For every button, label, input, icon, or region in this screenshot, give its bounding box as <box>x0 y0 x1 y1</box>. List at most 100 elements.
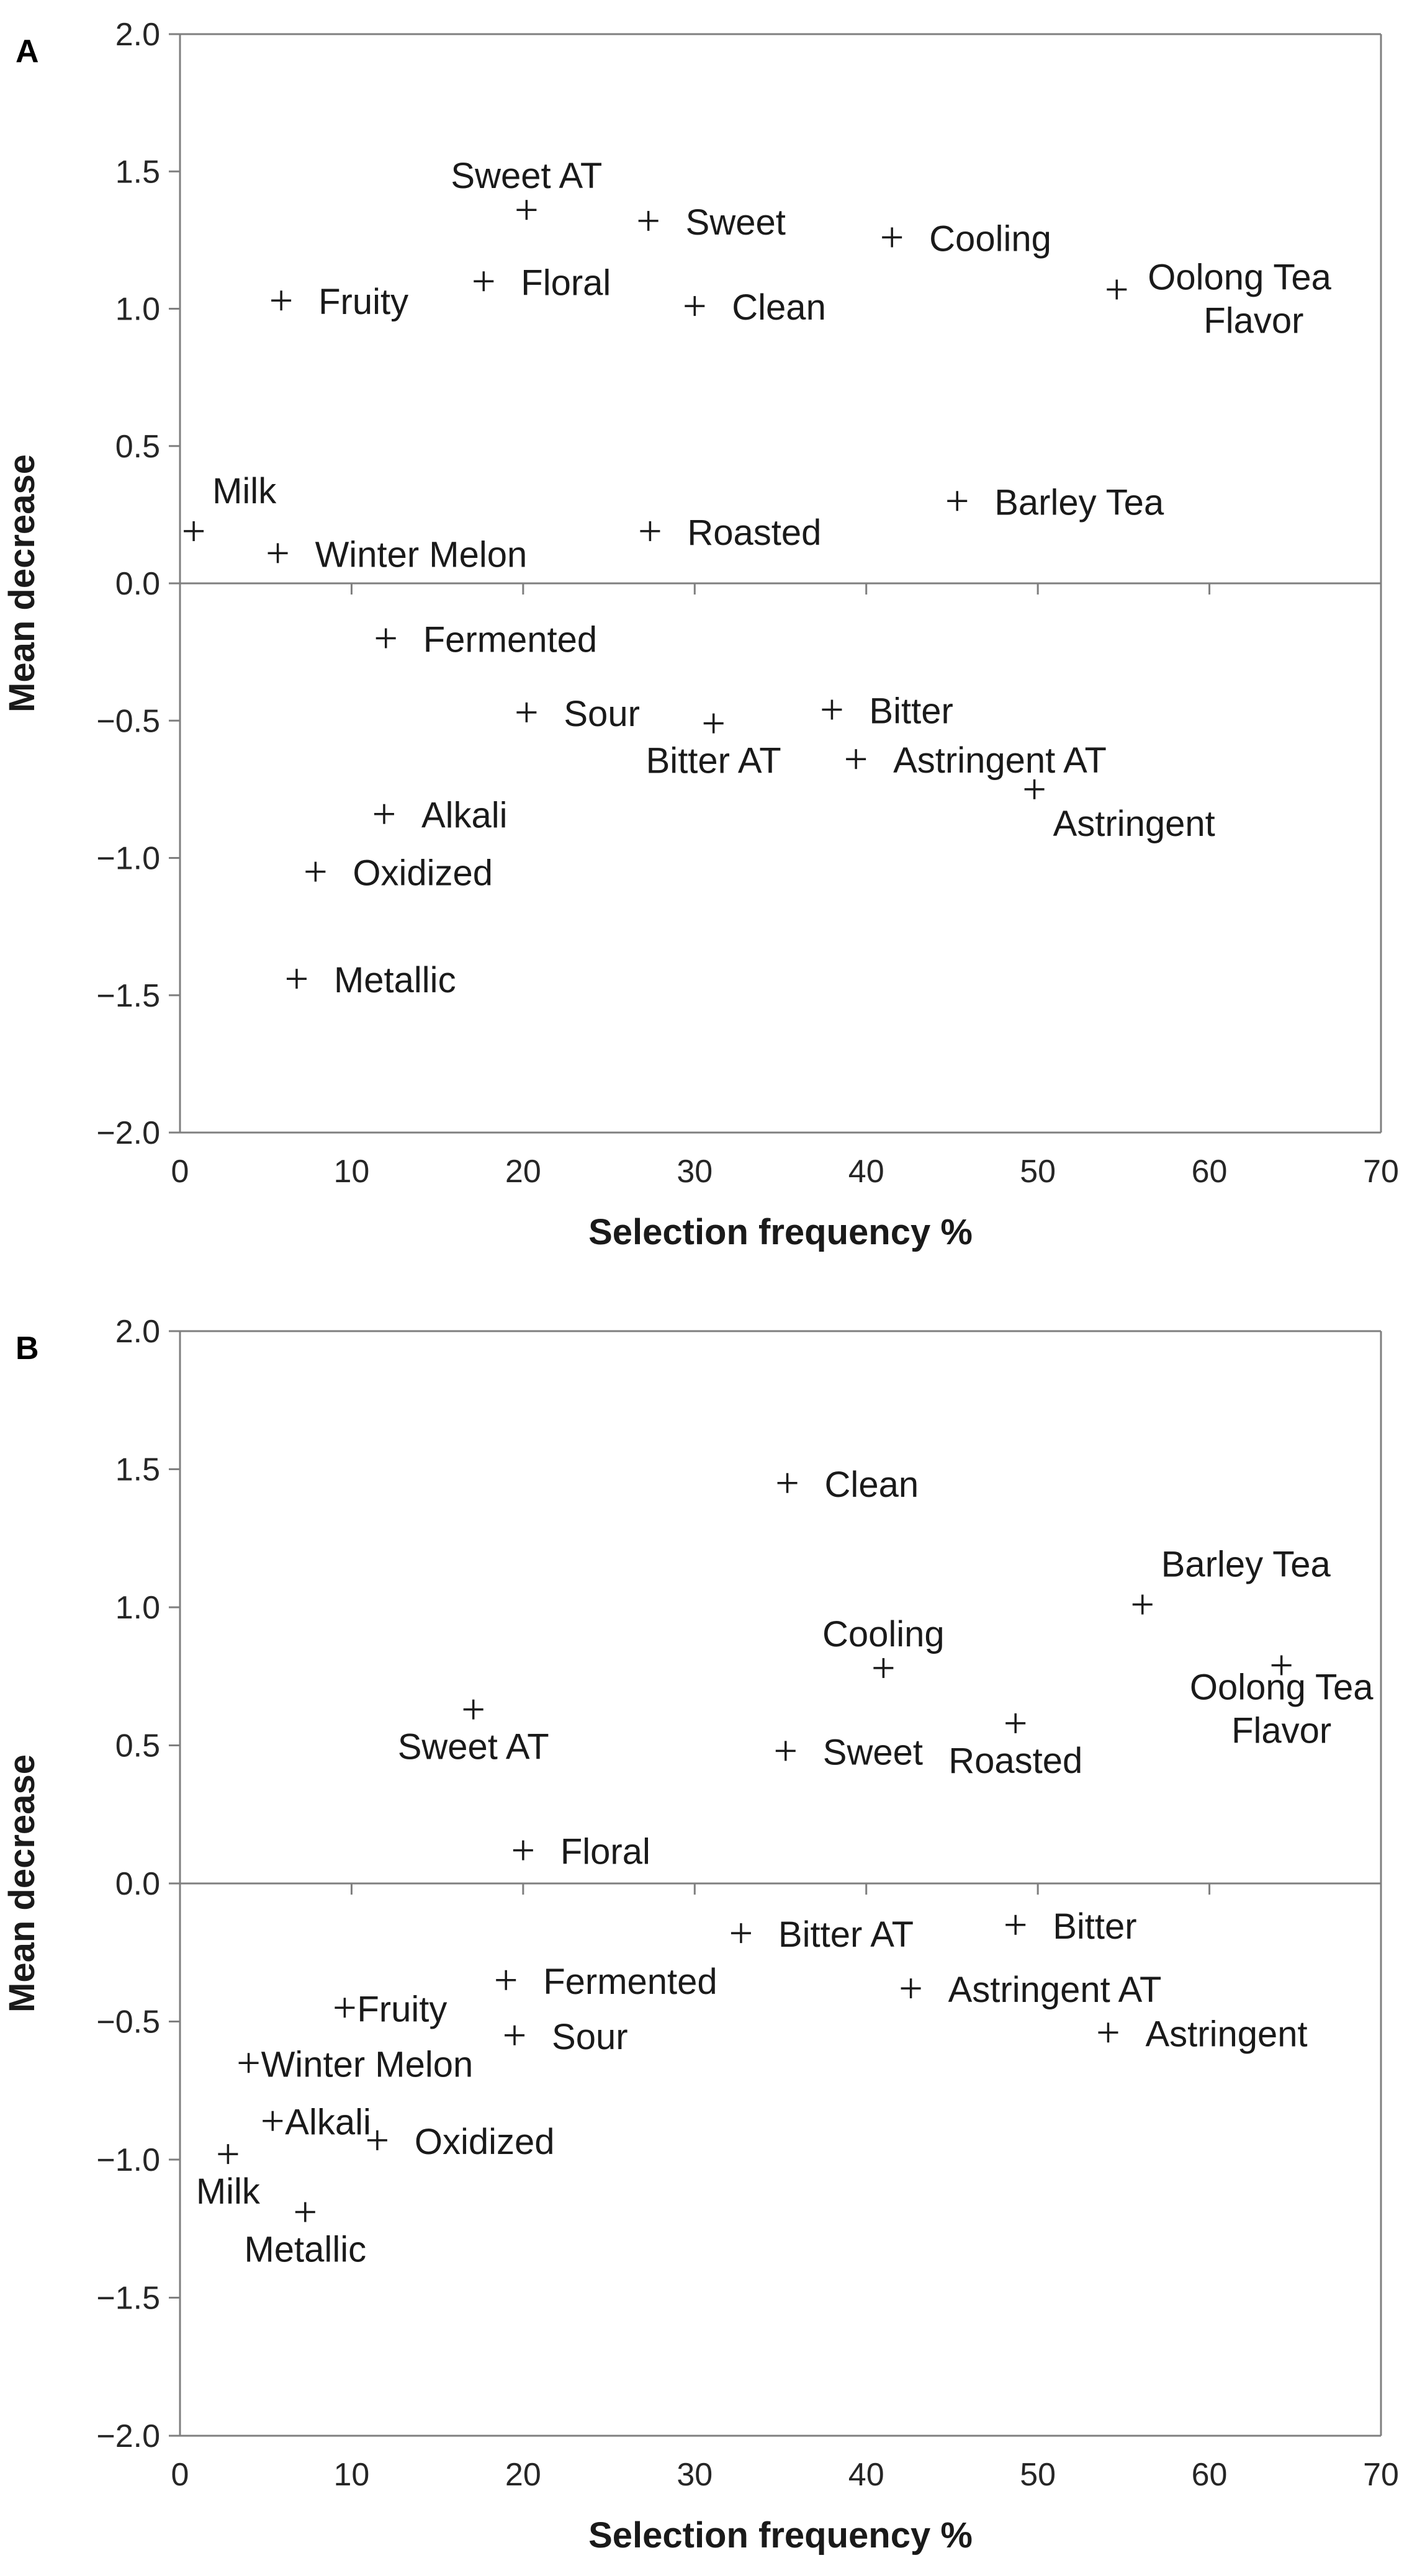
point-label: Astringent AT <box>948 1970 1162 2010</box>
data-point: Metallic <box>244 2202 366 2270</box>
x-tick-label: 20 <box>505 1154 541 1190</box>
point-label: Floral <box>560 1832 650 1872</box>
point-label: Cooling <box>929 218 1051 259</box>
data-point: Roasted <box>948 1713 1082 1781</box>
y-tick-label: −1.0 <box>96 841 160 877</box>
y-tick-label: −2.0 <box>96 1115 160 1151</box>
x-tick-label: 20 <box>505 2457 541 2493</box>
data-point: Astringent AT <box>846 740 1107 781</box>
x-tick-label: 70 <box>1363 1154 1399 1190</box>
data-point: Metallic <box>286 960 456 1000</box>
point-label: Bitter AT <box>778 1914 914 1955</box>
point-label: Oxidized <box>353 853 493 894</box>
point-label-line: Flavor <box>1231 1710 1331 1751</box>
data-point: Cooling <box>822 1614 945 1678</box>
data-point: Oxidized <box>305 853 493 894</box>
point-label: Floral <box>521 263 611 303</box>
x-tick-label: 30 <box>677 2457 713 2493</box>
point-label: Sweet <box>823 1732 923 1772</box>
data-point: Sweet <box>638 202 786 243</box>
x-tick-label: 30 <box>677 1154 713 1190</box>
x-axis-title: Selection frequency % <box>588 2515 973 2556</box>
y-tick-label: 0.5 <box>115 429 160 465</box>
point-label: Fruity <box>357 1989 447 2029</box>
point-label: Milk <box>196 2171 261 2212</box>
y-tick-label: 0.0 <box>115 1866 160 1902</box>
y-tick-label: −0.5 <box>96 2004 160 2040</box>
data-point: Bitter <box>822 691 953 732</box>
point-label: Clean <box>732 287 826 328</box>
point-label: Winter Melon <box>315 534 528 575</box>
y-tick-label: 1.0 <box>115 292 160 328</box>
x-tick-label: 50 <box>1020 1154 1056 1190</box>
y-axis-title: Mean decrease <box>2 1754 42 2013</box>
point-label-line: Flavor <box>1203 301 1303 341</box>
data-point: Clean <box>685 287 826 328</box>
y-tick-label: 1.5 <box>115 1452 160 1488</box>
data-point: Winter Melon <box>238 2044 474 2085</box>
point-label: Sweet <box>686 202 786 243</box>
y-tick-label: 1.0 <box>115 1590 160 1626</box>
x-tick-label: 70 <box>1363 2457 1399 2493</box>
point-label: Sour <box>552 2017 628 2057</box>
x-tick-label: 0 <box>171 2457 189 2493</box>
y-tick-label: 0.0 <box>115 566 160 602</box>
panel-letter: B <box>16 1331 39 1367</box>
data-point: Barley Tea <box>1132 1545 1331 1615</box>
point-label: Oxidized <box>415 2122 555 2162</box>
y-tick-label: −1.5 <box>96 978 160 1014</box>
data-point: Sour <box>505 2017 628 2057</box>
y-axis-title: Mean decrease <box>2 454 42 712</box>
point-label: Alkali <box>285 2103 371 2143</box>
y-tick-label: 0.5 <box>115 1728 160 1764</box>
x-tick-label: 10 <box>334 2457 370 2493</box>
data-point: Fermented <box>496 1962 717 2002</box>
point-label: Metallic <box>244 2230 366 2270</box>
x-tick-label: 60 <box>1192 2457 1228 2493</box>
data-point: Astringent <box>1098 2014 1308 2054</box>
data-point: Sweet AT <box>398 1699 549 1767</box>
data-point: Alkali <box>374 796 508 836</box>
point-label: Clean <box>825 1465 919 1505</box>
point-label: Fermented <box>543 1962 717 2002</box>
point-label: Metallic <box>334 960 456 1000</box>
point-label: Roasted <box>687 513 821 553</box>
x-tick-label: 50 <box>1020 2457 1056 2493</box>
point-label: Bitter <box>1053 1906 1136 1947</box>
point-label: Astringent AT <box>893 740 1107 781</box>
y-tick-label: −1.0 <box>96 2142 160 2178</box>
point-label: Sweet AT <box>398 1727 549 1767</box>
y-tick-label: 2.0 <box>115 17 160 53</box>
y-tick-label: −1.5 <box>96 2281 160 2317</box>
point-label: Oolong Tea Flavor <box>1148 258 1331 341</box>
point-label: Bitter AT <box>646 741 781 781</box>
data-point: Floral <box>474 263 611 303</box>
point-label: Barley Tea <box>994 482 1164 523</box>
point-label: Winter Melon <box>261 2044 474 2085</box>
point-label: Oolong Tea Flavor <box>1190 1667 1374 1751</box>
x-tick-label: 10 <box>334 1154 370 1190</box>
data-point: Barley Tea <box>947 482 1164 523</box>
x-tick-label: 60 <box>1192 1154 1228 1190</box>
y-tick-label: −2.0 <box>96 2418 160 2454</box>
data-point: Roasted <box>640 513 821 553</box>
point-label-line: Oolong Tea <box>1190 1667 1374 1707</box>
point-label: Alkali <box>421 796 508 836</box>
x-tick-label: 40 <box>848 1154 884 1190</box>
y-tick-label: 1.5 <box>115 154 160 190</box>
data-point: Sweet AT <box>451 156 602 220</box>
data-point: Oolong Tea Flavor <box>1190 1655 1374 1751</box>
data-point: Sour <box>516 694 640 734</box>
data-point: Cooling <box>882 218 1051 259</box>
x-tick-label: 40 <box>848 2457 884 2493</box>
point-label: Astringent <box>1053 804 1215 844</box>
x-tick-label: 0 <box>171 1154 189 1190</box>
data-point: Fruity <box>271 282 408 322</box>
point-label: Cooling <box>822 1614 945 1654</box>
panel-letter: A <box>16 34 39 70</box>
data-point: Winter Melon <box>268 534 528 575</box>
point-label: Sweet AT <box>451 156 602 196</box>
data-point: Astringent <box>1024 779 1215 844</box>
point-label: Roasted <box>948 1741 1082 1781</box>
